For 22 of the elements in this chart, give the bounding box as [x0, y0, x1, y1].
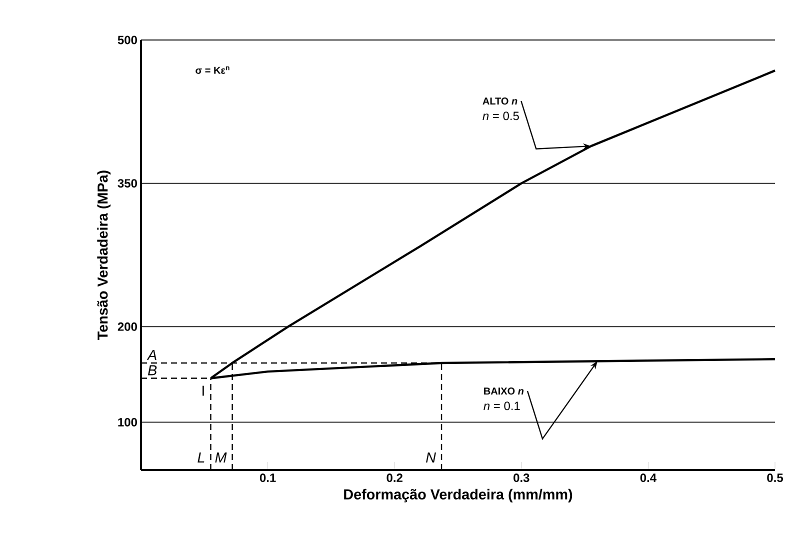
x-axis-title: Deformação Verdadeira (mm/mm)	[344, 488, 572, 502]
y-tick-label: 200	[118, 322, 137, 331]
annotation: N	[426, 452, 436, 462]
annotation: ALTO n	[482, 98, 518, 105]
annotation: L	[198, 452, 204, 462]
annotation: M	[215, 452, 227, 462]
annotation: n = 0.1	[484, 402, 520, 410]
annotation: σ = Kε$^{n}$	[196, 66, 230, 74]
y-tick-label: 100	[118, 418, 137, 426]
x-tick-label: 0.4	[640, 474, 656, 482]
y-tick-label: 500	[118, 36, 137, 44]
x-tick-label: 0.3	[514, 474, 530, 482]
x-tick-label: 0.5	[767, 474, 784, 482]
y-tick-label: 350	[118, 179, 137, 188]
x-tick-label: 0.2	[386, 474, 402, 482]
y-axis-title: Tensão Verdadeira (MPa)	[97, 170, 111, 340]
annotation: A	[146, 350, 156, 360]
annotation: B	[148, 365, 157, 376]
annotation: I	[202, 386, 204, 396]
annotation: BAIXO n	[484, 388, 524, 395]
x-tick-label: 0.1	[260, 474, 276, 482]
annotation: n = 0.5	[482, 112, 519, 120]
